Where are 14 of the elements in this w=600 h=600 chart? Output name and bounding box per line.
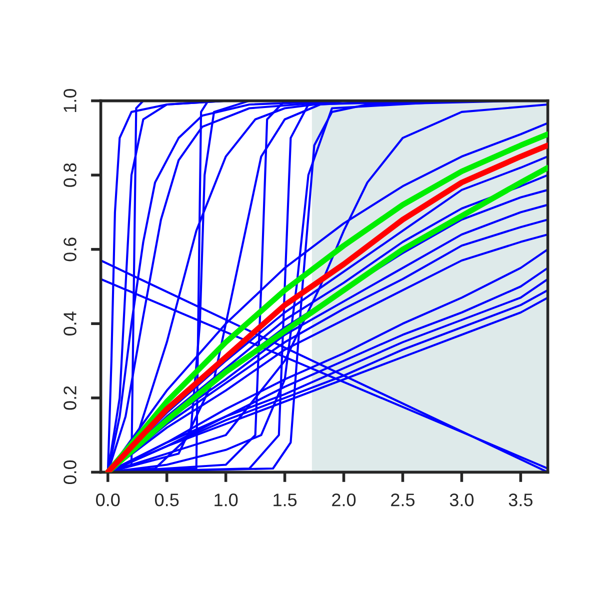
- y-tick-label: 1.0: [64, 88, 76, 112]
- x-tick-label: 2.5: [391, 494, 415, 506]
- x-tick-label: 1.5: [274, 494, 297, 506]
- y-tick-label: 0.6: [64, 238, 76, 262]
- y-tick-label: 0.4: [64, 312, 76, 336]
- y-tick-label: 0.2: [64, 386, 76, 410]
- x-tick-label: 0.0: [96, 494, 120, 506]
- x-tick-label: 1.0: [214, 494, 238, 506]
- x-tick-label: 3.0: [450, 494, 474, 506]
- y-tick-label: 0.0: [64, 460, 76, 484]
- y-tick-label: 0.8: [64, 163, 76, 187]
- x-tick-label: 3.5: [508, 494, 532, 506]
- x-tick-label: 2.0: [332, 494, 356, 506]
- x-tick-label: 0.5: [155, 494, 179, 506]
